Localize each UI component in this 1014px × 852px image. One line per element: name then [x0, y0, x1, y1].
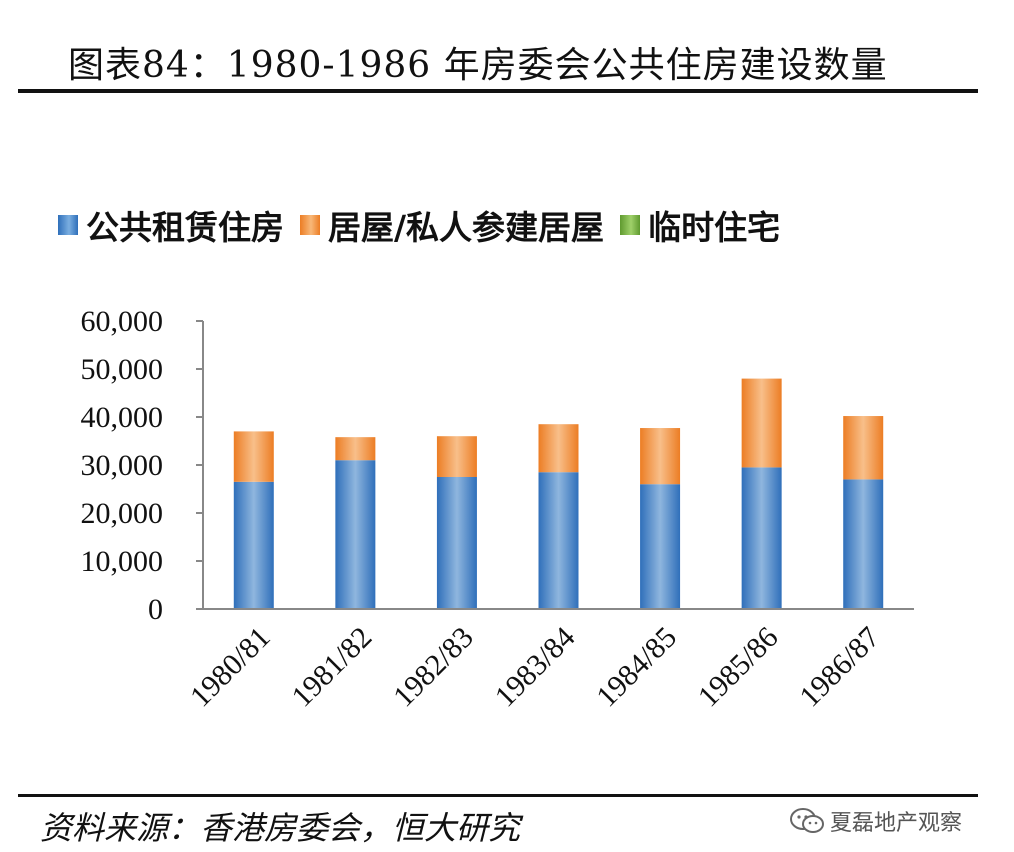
x-tick-label: 1980/81	[184, 621, 277, 714]
footer-divider	[18, 794, 978, 797]
watermark-text: 夏磊地产观察	[830, 811, 963, 836]
bar-rental	[335, 460, 376, 609]
bar-rental	[538, 472, 579, 609]
x-tick-label: 1984/85	[590, 621, 683, 714]
legend-swatch-hos	[300, 215, 320, 235]
y-tick-label: 10,000	[81, 545, 164, 578]
legend-label-temporary: 临时住宅	[648, 208, 781, 247]
wechat-icon	[790, 808, 824, 833]
bar-rental	[436, 477, 477, 609]
source-note: 资料来源：香港房委会，恒大研究	[40, 809, 521, 847]
bar-hos	[843, 416, 884, 480]
bar-hos	[741, 378, 782, 468]
legend-item-temporary: 临时住宅	[620, 201, 780, 249]
legend-item-hos: 居屋/私人参建居屋	[300, 201, 604, 249]
y-tick-label: 50,000	[81, 353, 164, 386]
x-axis: 1980/81 1981/82 1982/83 1983/84 1984/85 1985/…	[184, 608, 914, 714]
legend-swatch-rental	[58, 215, 78, 235]
bar-hos	[436, 436, 477, 477]
y-tick-label: 20,000	[81, 497, 164, 530]
legend-label-hos: 居屋/私人参建居屋	[328, 208, 605, 247]
chart-legend: 公共租赁住房 居屋/私人参建居屋 临时住宅	[58, 200, 796, 250]
x-tick-label: 1985/86	[692, 621, 785, 714]
legend-label-rental: 公共租赁住房	[86, 208, 284, 247]
legend-swatch-temporary	[620, 215, 641, 235]
x-tick-label: 1983/84	[489, 621, 582, 714]
bar-hos	[538, 424, 579, 473]
bar-hos	[233, 431, 274, 482]
legend-item-rental: 公共租赁住房	[58, 201, 284, 249]
y-tick-label: 30,000	[81, 449, 164, 482]
x-tick-label: 1981/82	[285, 621, 378, 714]
x-tick-label: 1986/87	[793, 621, 886, 714]
watermark: 夏磊地产观察	[790, 805, 962, 837]
chart-title: 图表84：1980-1986 年房委会公共住房建设数量	[68, 45, 888, 86]
bar-rental	[741, 467, 782, 609]
bar-hos	[335, 437, 376, 461]
y-tick-label: 40,000	[81, 401, 164, 434]
y-tick-label: 0	[148, 593, 163, 626]
bar-rental	[640, 484, 681, 609]
y-axis: 0 10,000 20,000 30,000 40,000 50,000 60,000	[81, 305, 204, 626]
bar-hos	[640, 428, 681, 485]
y-tick-label: 60,000	[81, 305, 164, 338]
bars	[233, 378, 884, 609]
bar-rental	[233, 481, 274, 609]
bar-rental	[843, 479, 884, 609]
x-tick-label: 1982/83	[387, 621, 480, 714]
title-divider	[18, 89, 978, 93]
stacked-bar-chart: 0 10,000 20,000 30,000 40,000 50,000 60,000 19…	[81, 305, 914, 714]
